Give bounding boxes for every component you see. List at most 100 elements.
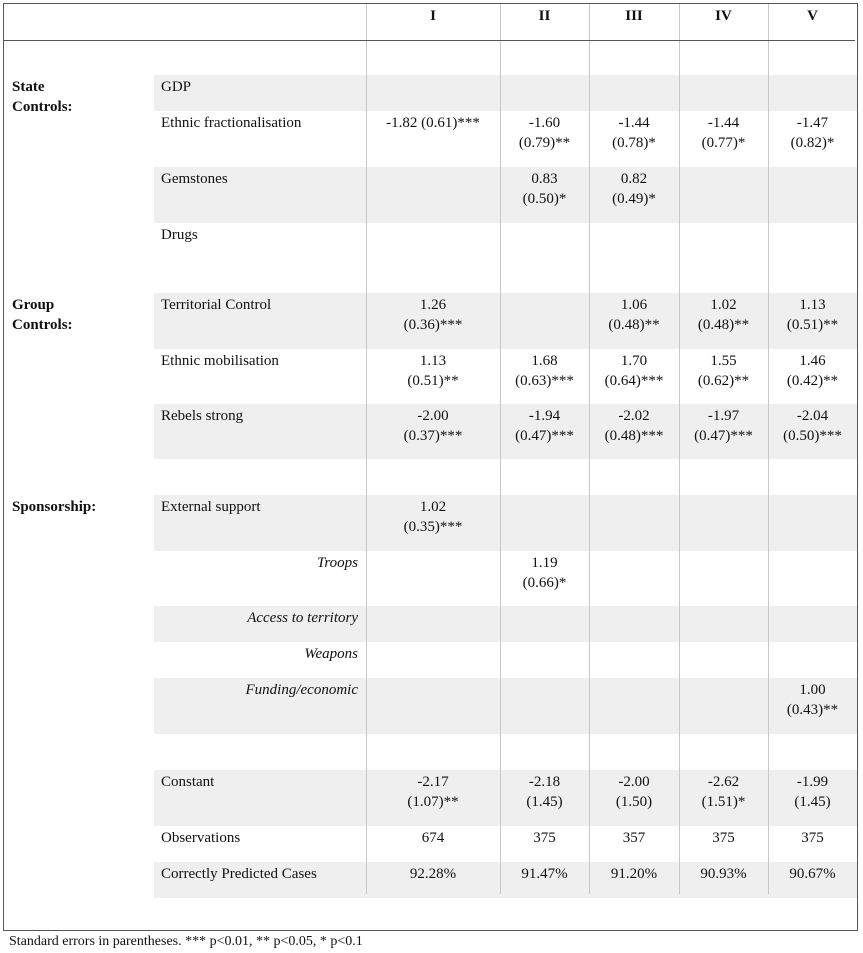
- standard-error: (0.64)***: [604, 373, 664, 389]
- standard-error: (1.45): [794, 794, 831, 810]
- coefficient-value: 91.20%: [610, 866, 658, 882]
- row-label: Weapons: [304, 646, 358, 662]
- standard-error: (0.47)***: [694, 428, 753, 444]
- row-shading: [154, 606, 857, 642]
- table-footnote: Standard errors in parentheses. *** p<0.…: [9, 934, 363, 949]
- coefficient-cell: 0.82 (0.49)*: [589, 169, 679, 209]
- column-divider: [768, 4, 769, 894]
- coefficient-cell: 375: [768, 828, 857, 848]
- coefficient-cell: -1.60 (0.79)**: [500, 113, 589, 153]
- coefficient-cell: 674: [366, 828, 500, 848]
- coefficient-value: -2.04: [796, 408, 829, 424]
- standard-error: (0.48)**: [608, 317, 660, 333]
- coefficient-value: -1.47: [796, 115, 829, 131]
- row-shading: [154, 495, 857, 551]
- header-rule: [4, 40, 855, 41]
- row-label: GDP: [161, 79, 192, 95]
- coefficient-cell: -1.99 (1.45): [768, 772, 857, 812]
- column-header-ii: II: [538, 8, 551, 24]
- coefficient-value: -2.18: [528, 774, 561, 790]
- row-label: Ethnic fractionalisation: [161, 115, 302, 131]
- coefficient-value: 0.82: [620, 171, 648, 187]
- coefficient-value: -1.60: [528, 115, 561, 131]
- column-divider: [500, 4, 501, 894]
- standard-error: (0.62)**: [697, 373, 750, 389]
- coefficient-value: -2.17: [417, 774, 449, 790]
- coefficient-value: -1.82 (0.61)***: [386, 115, 480, 131]
- coefficient-cell: -1.97 (0.47)***: [679, 406, 768, 446]
- coefficient-value: 1.46: [799, 353, 826, 369]
- coefficient-cell: 375: [679, 828, 768, 848]
- coefficient-value: 90.93%: [700, 866, 747, 882]
- coefficient-value: 90.67%: [789, 866, 836, 882]
- coefficient-value: 375: [801, 830, 824, 846]
- coefficient-cell: 1.02 (0.35)***: [366, 497, 500, 537]
- coefficient-value: 1.00: [799, 682, 826, 698]
- coefficient-value: -2.62: [707, 774, 740, 790]
- section-group-controls: Group Controls:: [12, 297, 73, 333]
- coefficient-value: -2.02: [618, 408, 650, 424]
- standard-error: (1.51)*: [701, 794, 746, 810]
- row-label: Correctly Predicted Cases: [161, 866, 317, 882]
- coefficient-value: 1.26: [419, 297, 447, 313]
- standard-error: (0.77)*: [701, 135, 746, 151]
- coefficient-value: 1.02: [419, 499, 447, 515]
- row-shading: [154, 862, 857, 898]
- coefficient-value: -1.97: [707, 408, 740, 424]
- row-label: Gemstones: [161, 171, 228, 187]
- row-label: Drugs: [161, 227, 198, 243]
- coefficient-cell: 1.13 (0.51)**: [366, 351, 500, 391]
- coefficient-cell: 1.26 (0.36)***: [366, 295, 500, 335]
- coefficient-value: 1.13: [799, 297, 826, 313]
- row-label: Funding/economic: [245, 682, 358, 698]
- standard-error: (0.51)**: [786, 317, 839, 333]
- coefficient-cell: -2.02 (0.48)***: [589, 406, 679, 446]
- column-header-i: I: [430, 8, 436, 24]
- standard-error: (0.43)**: [786, 702, 839, 718]
- column-divider: [679, 4, 680, 894]
- standard-error: (0.48)***: [604, 428, 664, 444]
- coefficient-cell: -1.47 (0.82)*: [768, 113, 857, 153]
- coefficient-cell: 91.47%: [500, 864, 589, 884]
- standard-error: (0.79)**: [518, 135, 571, 151]
- row-label: Constant: [161, 774, 215, 790]
- row-label: Ethnic mobilisation: [161, 353, 279, 369]
- coefficient-value: 1.13: [419, 353, 447, 369]
- row-shading: [154, 404, 857, 459]
- standard-error: (1.45): [526, 794, 563, 810]
- coefficient-cell: 1.68 (0.63)***: [500, 351, 589, 391]
- coefficient-cell: 91.20%: [589, 864, 679, 884]
- coefficient-cell: 1.02 (0.48)**: [679, 295, 768, 335]
- coefficient-cell: 90.93%: [679, 864, 768, 884]
- standard-error: (0.51)**: [407, 373, 459, 389]
- coefficient-cell: 0.83 (0.50)*: [500, 169, 589, 209]
- coefficient-value: 1.55: [710, 353, 737, 369]
- row-shading: [154, 678, 857, 734]
- coefficient-cell: -2.18 (1.45): [500, 772, 589, 812]
- coefficient-cell: -1.44 (0.77)*: [679, 113, 768, 153]
- row-label: Rebels strong: [161, 408, 244, 424]
- coefficient-value: 0.83: [531, 171, 558, 187]
- standard-error: (0.49)*: [612, 191, 656, 207]
- coefficient-cell: 1.13 (0.51)**: [768, 295, 857, 335]
- row-label: Observations: [161, 830, 241, 846]
- section-sponsorship: Sponsorship:: [12, 499, 97, 515]
- coefficient-cell: 1.19 (0.66)*: [500, 553, 589, 593]
- coefficient-cell: 92.28%: [366, 864, 500, 884]
- coefficient-cell: -2.00 (0.37)***: [366, 406, 500, 446]
- coefficient-value: 1.06: [620, 297, 648, 313]
- standard-error: (0.48)**: [697, 317, 750, 333]
- standard-error: (0.50)*: [522, 191, 567, 207]
- coefficient-cell: 357: [589, 828, 679, 848]
- column-divider: [589, 4, 590, 894]
- coefficient-value: 92.28%: [409, 866, 457, 882]
- coefficient-value: 1.70: [620, 353, 648, 369]
- coefficient-value: 1.02: [710, 297, 737, 313]
- coefficient-value: -1.94: [528, 408, 561, 424]
- coefficient-value: -1.44: [707, 115, 740, 131]
- coefficient-cell: 1.55 (0.62)**: [679, 351, 768, 391]
- column-header-v: V: [807, 8, 818, 24]
- row-label: Access to territory: [247, 610, 358, 626]
- coefficient-cell: 90.67%: [768, 864, 857, 884]
- coefficient-value: 91.47%: [521, 866, 568, 882]
